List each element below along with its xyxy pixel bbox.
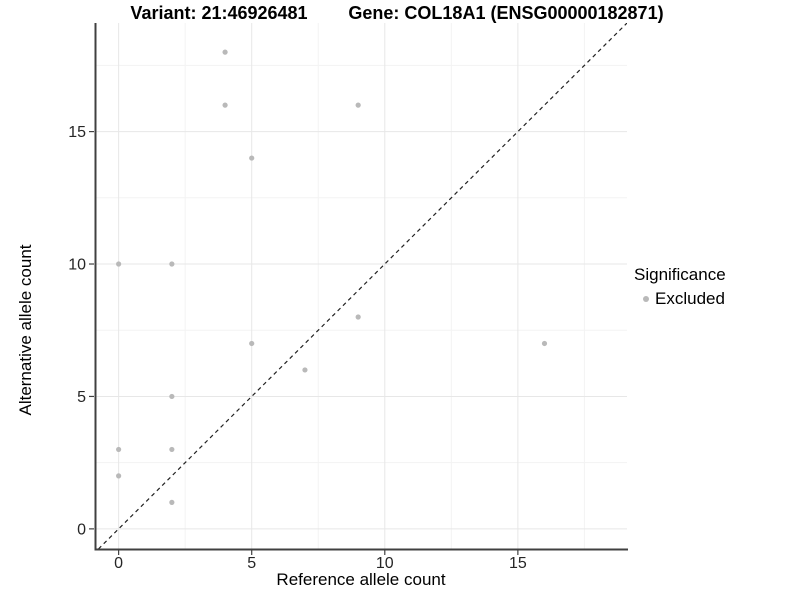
data-point [169,499,175,505]
data-point [169,261,175,267]
legend-entry-excluded: Excluded [634,289,726,309]
data-point [169,446,175,453]
x-tick-label: 0 [114,555,123,572]
data-point [222,49,228,55]
data-point [169,393,175,400]
data-point [541,340,548,347]
data-point [355,314,361,320]
excluded-point-icon [643,296,649,302]
data-point [116,261,122,267]
legend: Significance Excluded [634,265,726,309]
data-point [249,155,255,161]
x-tick-label: 5 [247,555,256,572]
y-tick-label: 15 [68,124,86,141]
data-point [116,473,122,479]
data-point [302,367,308,373]
data-point [222,102,228,108]
y-tick-label: 10 [68,257,86,274]
legend-entry-label: Excluded [655,289,725,308]
data-point [249,340,255,347]
y-tick-label: 5 [77,389,86,406]
gene-title: Gene: COL18A1 (ENSG00000182871) [348,3,664,23]
identity-dashed-line [97,23,627,549]
variant-title: Variant: 21:46926481 [130,3,308,23]
x-tick-label: 15 [509,555,527,572]
data-point [116,446,122,453]
legend-title: Significance [634,265,726,284]
x-axis-label: Reference allele count [276,570,446,589]
y-axis-label: Alternative allele count [16,244,35,416]
y-tick-label: 0 [77,521,86,538]
x-tick-label: 10 [376,555,394,572]
data-point [355,102,361,108]
